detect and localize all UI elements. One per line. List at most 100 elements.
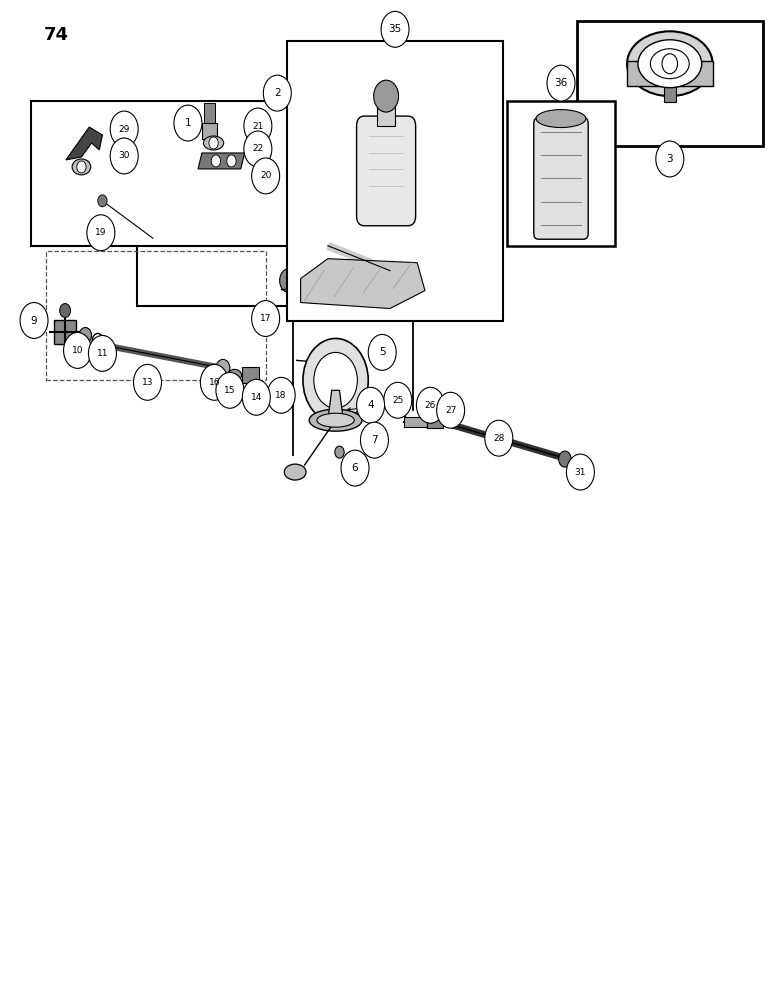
Circle shape (243, 379, 271, 415)
Text: 22: 22 (252, 144, 264, 153)
Circle shape (98, 195, 107, 207)
Circle shape (200, 364, 229, 400)
Bar (404, 417, 427, 427)
Polygon shape (66, 127, 102, 160)
Circle shape (216, 359, 230, 377)
Ellipse shape (204, 136, 224, 150)
Text: 11: 11 (97, 349, 108, 358)
Circle shape (264, 75, 291, 111)
Circle shape (252, 158, 280, 194)
Circle shape (314, 352, 357, 408)
Circle shape (87, 215, 115, 251)
Circle shape (88, 335, 116, 371)
Circle shape (485, 420, 512, 456)
Text: 35: 35 (388, 24, 402, 34)
Bar (204, 103, 215, 123)
Bar (55, 320, 76, 344)
Text: 29: 29 (119, 125, 130, 134)
FancyBboxPatch shape (356, 116, 416, 226)
Text: 3: 3 (666, 154, 673, 164)
Text: 13: 13 (142, 378, 153, 387)
Circle shape (368, 334, 396, 370)
Bar (47, 251, 266, 380)
Ellipse shape (228, 369, 242, 381)
Text: 20: 20 (260, 171, 271, 180)
Circle shape (20, 303, 48, 338)
Circle shape (211, 155, 221, 167)
Ellipse shape (638, 40, 702, 88)
Circle shape (76, 161, 86, 173)
Circle shape (381, 11, 409, 47)
Bar (664, 84, 676, 102)
Ellipse shape (72, 159, 90, 175)
Circle shape (335, 446, 344, 458)
Ellipse shape (627, 31, 713, 96)
Ellipse shape (309, 409, 362, 431)
Text: 74: 74 (44, 26, 69, 44)
Text: 31: 31 (575, 468, 586, 477)
Circle shape (133, 364, 161, 400)
Bar (506, 101, 615, 246)
Circle shape (216, 372, 244, 408)
Circle shape (547, 65, 575, 101)
Bar (287, 41, 502, 320)
Text: 2: 2 (274, 88, 281, 98)
Circle shape (63, 332, 91, 368)
Bar (627, 61, 713, 86)
Text: 27: 27 (445, 406, 456, 415)
Circle shape (656, 141, 684, 177)
Text: 18: 18 (275, 391, 287, 400)
Polygon shape (198, 153, 245, 169)
Circle shape (209, 137, 218, 149)
Text: 21: 21 (252, 122, 264, 131)
Circle shape (360, 422, 388, 458)
Circle shape (356, 88, 374, 112)
Circle shape (356, 387, 385, 423)
Text: 19: 19 (95, 228, 107, 237)
Text: 7: 7 (371, 435, 378, 445)
Text: 1: 1 (185, 118, 191, 128)
Circle shape (110, 111, 138, 147)
Text: 14: 14 (250, 393, 262, 402)
Text: 4: 4 (367, 400, 374, 410)
Text: 36: 36 (555, 78, 568, 88)
Bar (377, 104, 395, 126)
Ellipse shape (317, 413, 354, 427)
Circle shape (244, 131, 272, 167)
Text: 28: 28 (493, 434, 505, 443)
Text: 10: 10 (72, 346, 83, 355)
Circle shape (374, 80, 399, 112)
Text: 16: 16 (208, 378, 220, 387)
Bar (31, 101, 300, 246)
Text: 25: 25 (392, 396, 403, 405)
Polygon shape (137, 161, 394, 306)
Polygon shape (300, 259, 425, 309)
Text: 30: 30 (119, 151, 130, 160)
Circle shape (244, 108, 272, 144)
Text: 9: 9 (30, 316, 37, 326)
Ellipse shape (536, 110, 586, 128)
Circle shape (60, 304, 70, 318)
Circle shape (280, 269, 298, 293)
Text: 26: 26 (425, 401, 436, 410)
Text: 5: 5 (379, 347, 385, 357)
Circle shape (417, 387, 445, 423)
FancyBboxPatch shape (534, 118, 588, 239)
Circle shape (341, 450, 369, 486)
Bar (576, 21, 763, 146)
Circle shape (437, 392, 465, 428)
Bar (243, 367, 260, 383)
Circle shape (303, 338, 368, 422)
Circle shape (558, 451, 571, 467)
Bar (202, 123, 218, 139)
Circle shape (384, 382, 412, 418)
Circle shape (110, 138, 138, 174)
Circle shape (252, 301, 280, 336)
Bar (427, 416, 443, 428)
Circle shape (268, 377, 295, 413)
Circle shape (79, 327, 91, 343)
Text: 6: 6 (352, 463, 358, 473)
Circle shape (95, 337, 100, 343)
Text: 17: 17 (260, 314, 271, 323)
Circle shape (174, 105, 202, 141)
